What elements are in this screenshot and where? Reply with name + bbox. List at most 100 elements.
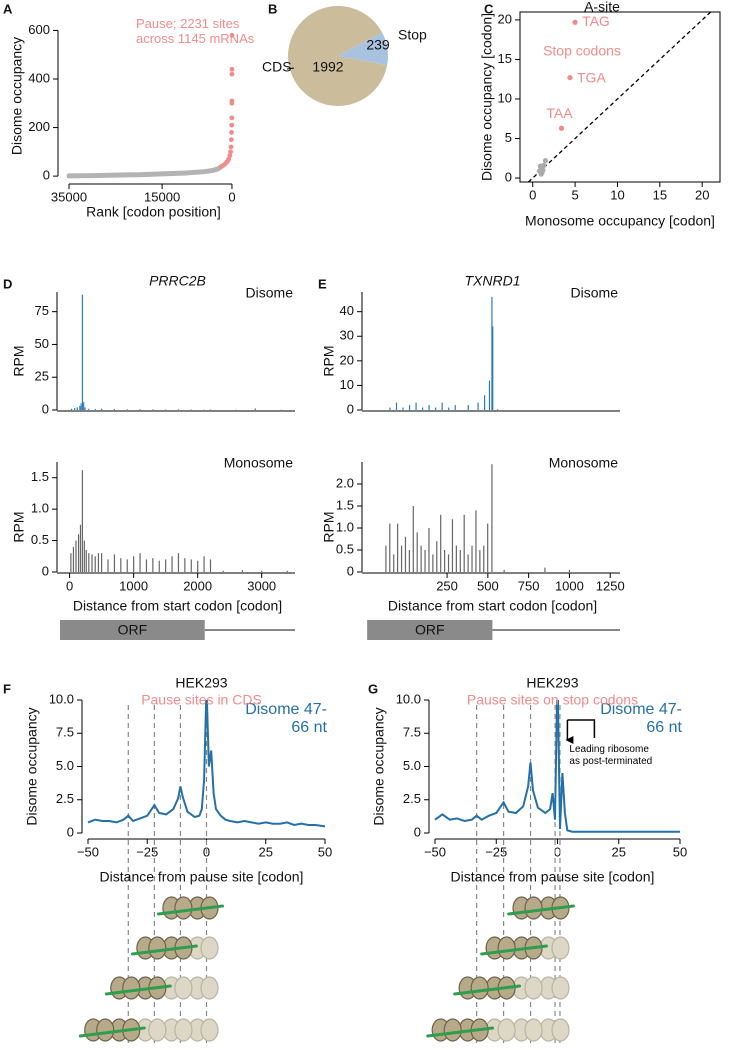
y-axis-label: RPM: [11, 511, 27, 542]
panel-label: F: [3, 681, 11, 696]
x-axis-label: Rank [codon position]: [86, 204, 221, 220]
y-tick-label: 1.0: [31, 501, 49, 516]
data-point: [228, 144, 234, 150]
x-tick-label: −50: [77, 844, 99, 859]
y-tick-label: 7.5: [56, 725, 74, 740]
x-tick-label: 25: [612, 844, 626, 859]
legend-entry: Disome 47-66 nt: [600, 701, 682, 737]
panel-label: D: [3, 276, 12, 291]
track-name: Disome: [571, 285, 619, 301]
data-point: [229, 137, 234, 143]
data-point: [229, 71, 235, 77]
point-label: TAA: [546, 105, 573, 121]
x-tick-label: 250: [436, 578, 458, 593]
data-point: [229, 66, 235, 72]
y-tick-label: 0: [67, 824, 74, 839]
ribosome-subunit: [497, 936, 516, 960]
ribosome-subunit: [174, 896, 193, 920]
mrna: [480, 944, 549, 956]
y-tick-label: 7.5: [403, 725, 421, 740]
y-axis-label: Disome occupancy: [24, 707, 40, 825]
point-label: TAG: [582, 13, 610, 29]
y-tick-label: 15: [498, 51, 512, 66]
y-axis-label: RPM: [321, 511, 337, 542]
y-tick-label: 10: [498, 90, 512, 105]
y-tick-label: 200: [28, 119, 50, 134]
y-axis-label: RPM: [11, 345, 27, 376]
pie-slice: [288, 6, 388, 107]
y-tick-label: 20: [498, 11, 512, 26]
panel-label: E: [318, 276, 327, 291]
y-tick-label: 1.0: [336, 519, 354, 534]
ribosome-subunit: [551, 936, 570, 960]
x-axis-label: Distance from start codon [codon]: [73, 598, 282, 614]
x-tick-label: −25: [136, 844, 158, 859]
y-tick-label: 1.5: [31, 469, 49, 484]
data-line: [66, 164, 223, 179]
y-tick-label: 2.0: [336, 475, 354, 490]
slice-value-label: 239: [366, 37, 390, 53]
data-point: [541, 162, 547, 168]
y-tick-label: 1.5: [336, 497, 354, 512]
legend-entry-box: Disome 47-66 nt: [245, 701, 327, 736]
data-point: [229, 115, 235, 121]
x-tick-label: −25: [485, 844, 507, 859]
mrna: [104, 984, 172, 996]
x-tick-label: 0: [66, 578, 73, 593]
panel-label: G: [368, 681, 378, 696]
plot-frame: [519, 11, 721, 183]
y-tick-label: 30: [340, 328, 354, 343]
panel-label: A: [3, 1, 13, 16]
data-point: [228, 149, 233, 155]
data-point: [542, 158, 549, 164]
x-axis-label: Distance from start codon [codon]: [388, 598, 597, 614]
panel-label: B: [268, 1, 277, 16]
x-tick-label: 0: [228, 189, 235, 204]
data-point: [540, 167, 546, 173]
y-tick-label: 5.0: [56, 758, 74, 773]
chart-subtitle: Pause sites in CDS: [141, 692, 262, 708]
ribosome-subunit: [551, 1018, 570, 1042]
ribosome-subunit: [148, 936, 167, 960]
track-name: Disome: [246, 285, 294, 301]
y-tick-label: 5.0: [403, 758, 421, 773]
data-point: [229, 122, 235, 128]
data-point: [567, 75, 573, 81]
y-tick-label: 2.5: [56, 791, 74, 806]
ribosome-subunit: [470, 976, 489, 1000]
x-tick-label: 1000: [555, 578, 584, 593]
chart-subtitle: Pause sites on stop codons: [467, 692, 638, 708]
ribosome-subunit: [443, 1018, 462, 1042]
y-tick-label: 0: [42, 401, 49, 416]
y-tick-label: 10: [340, 377, 354, 392]
mrna: [426, 1026, 495, 1038]
chart-title: A-site: [584, 0, 620, 15]
y-tick-label: 50: [35, 336, 49, 351]
y-axis-label: Disome occupancy [codon]: [479, 13, 495, 181]
x-tick-label: 15000: [144, 189, 180, 204]
chart-title: HEK293: [526, 675, 578, 691]
annotation-box: Leading ribosome as post-terminated: [569, 744, 652, 767]
x-tick-label: 5: [571, 187, 578, 202]
orf-box: [367, 620, 493, 640]
chart-title: HEK293: [175, 675, 227, 691]
data-point: [538, 171, 544, 177]
annotation-box: Pause; 2231 sites across 1145 mRNAs: [136, 17, 254, 46]
y-tick-label: 0: [347, 563, 354, 578]
y-tick-label: 0: [347, 401, 354, 416]
x-axis-label: Distance from pause site [codon]: [100, 869, 304, 885]
mrna: [453, 984, 522, 996]
x-tick-label: 0: [529, 187, 536, 202]
slice-category-label: Stop: [398, 27, 427, 43]
annotation: Stop codons: [543, 43, 621, 59]
y-tick-label: 0: [42, 563, 49, 578]
y-tick-label: 5: [505, 130, 512, 145]
ribosome-subunit: [200, 976, 219, 1000]
annotation-bracket: [567, 719, 596, 738]
data-line: [434, 700, 680, 833]
mrna: [78, 1026, 146, 1038]
chart-title: TXNRD1: [464, 273, 520, 289]
slice-value-label: 1992: [312, 59, 343, 75]
ribosome-subunit: [524, 1018, 543, 1042]
